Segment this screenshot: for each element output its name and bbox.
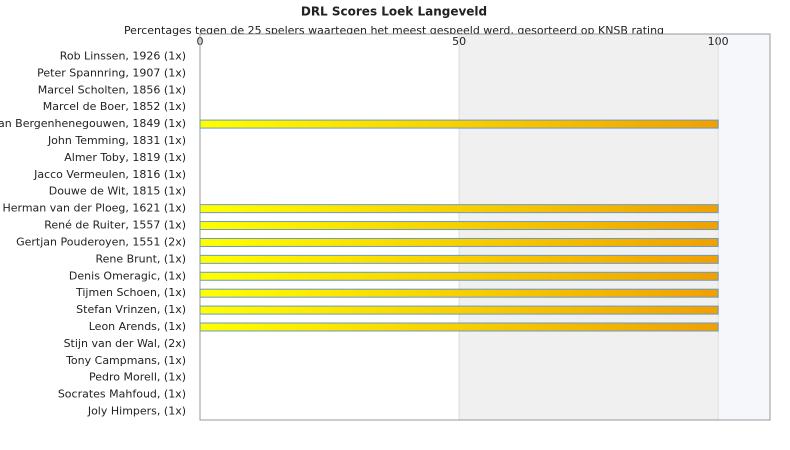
y-tick-label: Socrates Mahfoud, (1x) — [58, 388, 186, 401]
bar — [199, 221, 719, 231]
y-tick-label: Douwe de Wit, 1815 (1x) — [49, 185, 186, 198]
bar — [199, 119, 719, 129]
bar — [199, 288, 719, 298]
bar — [199, 322, 719, 332]
y-tick-label: René de Ruiter, 1557 (1x) — [44, 219, 186, 232]
bar — [199, 305, 719, 315]
y-tick-label: Almer Toby, 1819 (1x) — [64, 151, 186, 164]
y-tick-label: Gertjan Pouderoyen, 1551 (2x) — [16, 235, 186, 248]
y-tick-label: Marcel Scholten, 1856 (1x) — [38, 83, 186, 96]
y-tick-label: Jacco Vermeulen, 1816 (1x) — [33, 168, 186, 181]
y-tick-label: Stefan Vrinzen, (1x) — [76, 303, 186, 316]
y-tick-label: Denis Omeragic, (1x) — [69, 269, 186, 282]
y-tick-label: Leon Arends, (1x) — [89, 320, 186, 333]
y-tick-label: Stijn van der Wal, (2x) — [64, 337, 186, 350]
y-tick-label: Tijmen Schoen, (1x) — [75, 286, 186, 299]
y-tick-label: Marcel de Boer, 1852 (1x) — [43, 100, 186, 113]
y-tick-label: Joly Himpers, (1x) — [87, 405, 186, 418]
chart-title: DRL Scores Loek Langeveld — [301, 5, 487, 19]
bar — [199, 254, 719, 264]
y-tick-label: Herman van der Ploeg, 1621 (1x) — [2, 202, 186, 215]
y-tick-label: Pedro Morell, (1x) — [89, 371, 186, 384]
y-tick-label: Tony Campmans, (1x) — [65, 354, 186, 367]
y-tick-label: van Bergenhenegouwen, 1849 (1x) — [0, 117, 186, 130]
y-tick-label: John Temming, 1831 (1x) — [47, 134, 186, 147]
y-tick-label: Rene Brunt, (1x) — [95, 252, 186, 265]
bar — [199, 271, 719, 281]
plot-band — [718, 34, 770, 420]
y-tick-label: Peter Spannring, 1907 (1x) — [37, 66, 186, 79]
bar — [199, 237, 719, 247]
y-tick-label: Rob Linssen, 1926 (1x) — [60, 49, 186, 62]
bar — [199, 204, 719, 214]
